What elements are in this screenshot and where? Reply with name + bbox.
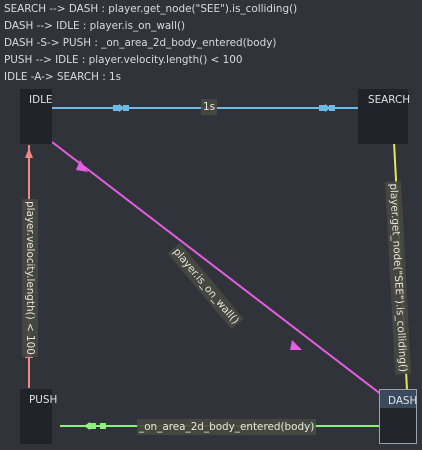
state-label: DASH xyxy=(388,395,418,407)
selected-title-bar xyxy=(380,390,416,408)
edge-label-idle-to-search[interactable]: 1s xyxy=(201,99,218,115)
arrow-head-icon xyxy=(25,148,33,158)
rule-line: SEARCH --> DASH : player.get_node("SEE")… xyxy=(4,3,298,15)
state-node-search[interactable]: SEARCH xyxy=(358,89,411,144)
rule-line: PUSH --> IDLE : player.velocity.length()… xyxy=(4,54,243,66)
rule-line: DASH --> IDLE : player.is_on_wall() xyxy=(4,20,186,32)
state-node-idle[interactable]: IDLE xyxy=(20,89,52,144)
state-node-push[interactable]: PUSH xyxy=(20,389,57,444)
rule-line: IDLE -A-> SEARCH : 1s xyxy=(4,71,122,83)
transition-rules-list: SEARCH --> DASH : player.get_node("SEE")… xyxy=(4,1,297,86)
edge-label-dash-to-push[interactable]: _on_area_2d_body_entered(body) xyxy=(137,419,317,435)
state-label: IDLE xyxy=(29,94,53,106)
edge-label-push-to-idle[interactable]: player.velocity.length() < 100 xyxy=(22,199,38,357)
state-label: PUSH xyxy=(29,394,58,406)
state-label: SEARCH xyxy=(368,94,411,106)
arrow-head-icon xyxy=(76,160,88,172)
edge-dash-to-idle[interactable] xyxy=(51,141,396,406)
rule-line: DASH -S-> PUSH : _on_area_2d_body_entere… xyxy=(4,37,277,49)
edge-arrow-icon xyxy=(113,104,335,112)
arrow-head-icon xyxy=(290,340,302,350)
state-node-dash[interactable]: DASH xyxy=(379,389,417,444)
